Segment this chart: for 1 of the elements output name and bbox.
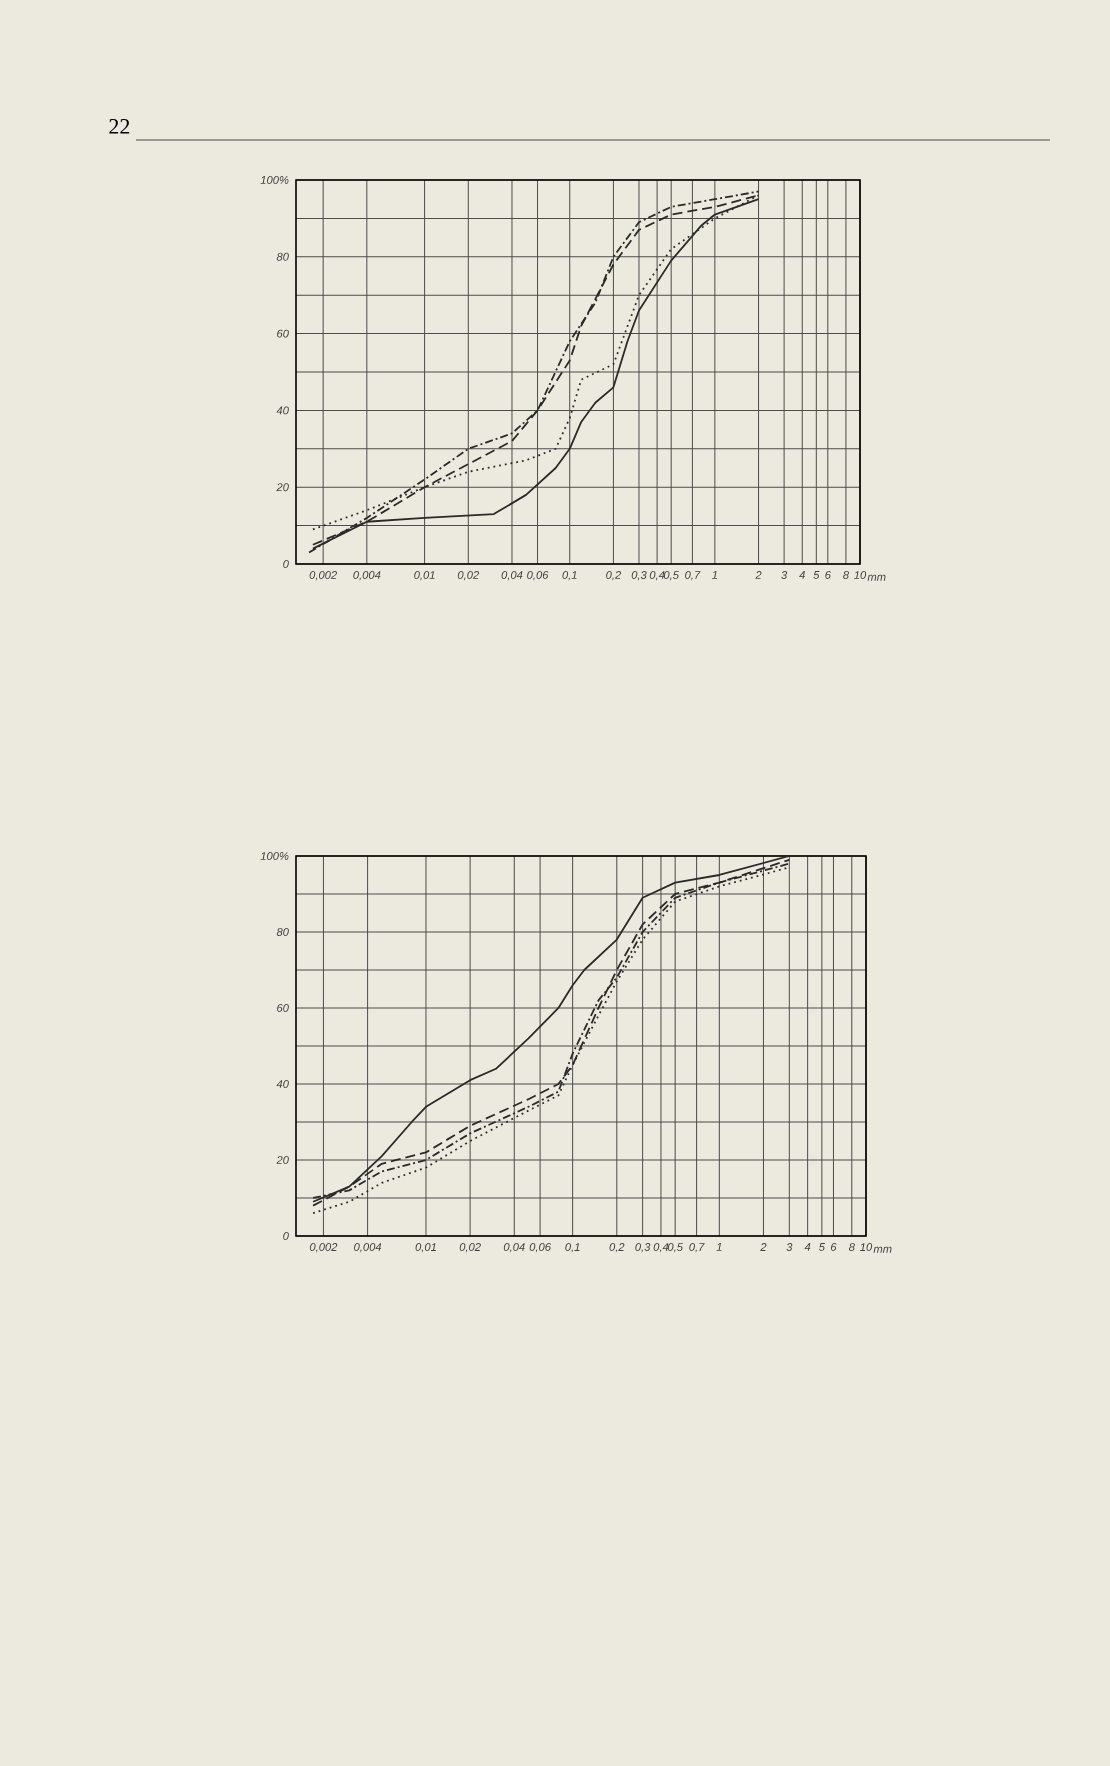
text: 22 (109, 119, 130, 134)
